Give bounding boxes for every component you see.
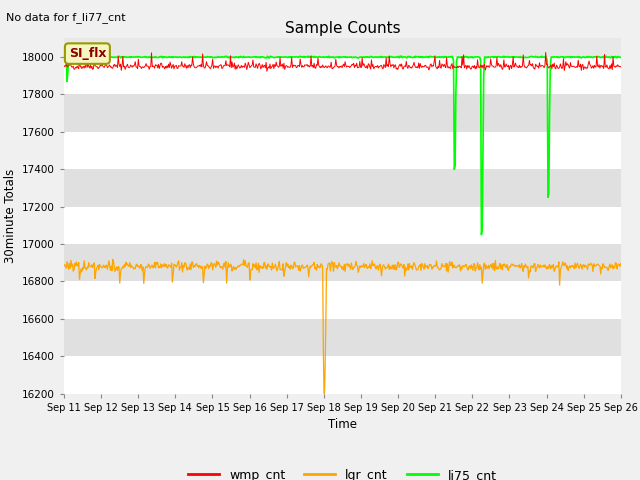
Bar — [64, 207, 621, 244]
Bar — [64, 281, 621, 319]
Bar — [64, 319, 621, 356]
Bar — [64, 132, 621, 169]
Text: No data for f_li77_cnt: No data for f_li77_cnt — [6, 12, 126, 23]
Bar — [64, 244, 621, 281]
Y-axis label: 30minute Totals: 30minute Totals — [4, 169, 17, 263]
Text: SI_flx: SI_flx — [68, 47, 106, 60]
Legend: wmp_cnt, lgr_cnt, li75_cnt: wmp_cnt, lgr_cnt, li75_cnt — [183, 464, 502, 480]
Bar — [64, 356, 621, 394]
Bar — [64, 169, 621, 207]
Bar — [64, 95, 621, 132]
X-axis label: Time: Time — [328, 418, 357, 431]
Title: Sample Counts: Sample Counts — [285, 21, 400, 36]
Bar — [64, 57, 621, 95]
